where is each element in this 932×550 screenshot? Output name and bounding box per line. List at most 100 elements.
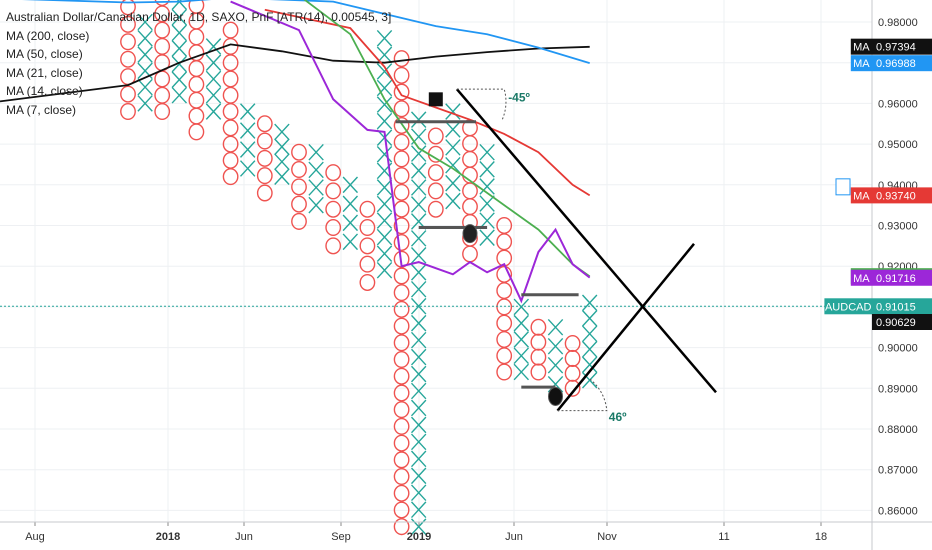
o-box bbox=[393, 50, 410, 68]
x-box-stroke bbox=[137, 62, 153, 80]
o-box bbox=[462, 245, 478, 263]
x-box-stroke bbox=[376, 96, 393, 113]
x-box-stroke bbox=[376, 145, 393, 163]
drawings[interactable]: -45º 46º bbox=[0, 88, 872, 424]
o-box bbox=[325, 182, 342, 200]
o-box bbox=[325, 164, 342, 182]
chart-legend[interactable]: Australian Dollar/Canadian Dollar, 1D, S… bbox=[6, 8, 391, 119]
x-box-stroke bbox=[479, 229, 495, 247]
x-column bbox=[274, 123, 290, 185]
x-box-stroke bbox=[171, 8, 188, 26]
x-box-stroke bbox=[308, 161, 324, 179]
x-column bbox=[410, 111, 427, 535]
price-badge bbox=[872, 55, 932, 72]
o-box bbox=[120, 33, 136, 51]
grid bbox=[0, 0, 872, 522]
angle-label-bottom: 46º bbox=[609, 410, 627, 424]
ma21-line bbox=[264, 8, 591, 197]
x-box-stroke bbox=[445, 139, 461, 156]
x-box-stroke bbox=[513, 314, 530, 332]
x-box-stroke bbox=[410, 230, 427, 247]
legend-ma200[interactable]: MA (200, close) bbox=[6, 28, 90, 43]
o-column bbox=[291, 143, 307, 230]
x-box-stroke bbox=[410, 179, 427, 196]
o-box bbox=[564, 335, 581, 353]
angle-arc-bottom bbox=[557, 378, 608, 412]
x-box-stroke bbox=[274, 123, 290, 141]
x-tick-label: 2018 bbox=[156, 531, 180, 543]
y-tick-label: 0.98000 bbox=[878, 17, 918, 29]
x-box-stroke bbox=[513, 347, 530, 365]
legend-ma50[interactable]: MA (50, close) bbox=[6, 47, 83, 61]
x-box-stroke bbox=[410, 365, 427, 383]
o-box bbox=[256, 132, 273, 150]
x-box-stroke bbox=[274, 168, 290, 185]
o-box bbox=[188, 123, 205, 141]
x-column bbox=[581, 294, 598, 389]
x-box-stroke bbox=[308, 179, 324, 196]
o-box bbox=[359, 200, 376, 218]
price-badge-name bbox=[850, 187, 872, 204]
o-box bbox=[530, 333, 547, 351]
legend-ma14[interactable]: MA (14, close) bbox=[6, 84, 83, 98]
x-box-stroke bbox=[410, 348, 427, 366]
price-badge-name bbox=[850, 269, 872, 286]
x-box-stroke bbox=[410, 450, 427, 468]
price-badge-name-text: MA bbox=[853, 42, 870, 54]
legend-ma7[interactable]: MA (7, close) bbox=[6, 102, 77, 117]
o-box bbox=[256, 184, 273, 202]
o-box bbox=[393, 384, 410, 402]
x-tick-label: Jun bbox=[235, 531, 253, 543]
o-box bbox=[120, 103, 136, 121]
o-column bbox=[188, 0, 205, 141]
x-tick-label: Jun bbox=[505, 531, 523, 543]
legend-ma21[interactable]: MA (21, close) bbox=[6, 65, 83, 80]
o-box bbox=[496, 233, 513, 251]
o-box bbox=[393, 217, 410, 235]
angle-label-top: -45º bbox=[508, 90, 530, 104]
symbol-title[interactable]: Australian Dollar/Canadian Dollar, 1D, S… bbox=[6, 10, 392, 24]
x-box-stroke bbox=[479, 143, 495, 161]
o-box bbox=[393, 116, 410, 135]
x-column bbox=[171, 0, 188, 104]
x-box-stroke bbox=[513, 331, 530, 348]
o-box bbox=[393, 200, 410, 218]
x-box-stroke bbox=[445, 103, 461, 120]
x-box-stroke bbox=[171, 24, 188, 42]
alert-icon bbox=[835, 178, 851, 196]
o-box bbox=[359, 219, 376, 237]
o-box bbox=[325, 237, 342, 255]
o-box bbox=[154, 103, 171, 121]
o-column bbox=[496, 216, 513, 381]
x-box-stroke bbox=[239, 141, 256, 158]
o-column bbox=[120, 0, 136, 121]
price-badge-text: 0.91716 bbox=[876, 273, 916, 285]
y-tick-label: 0.96000 bbox=[878, 98, 918, 110]
x-box-stroke bbox=[376, 179, 393, 196]
o-box bbox=[530, 363, 547, 381]
o-box bbox=[291, 178, 307, 196]
o-box bbox=[393, 300, 410, 318]
x-box-stroke bbox=[137, 78, 153, 96]
x-box-stroke bbox=[274, 153, 290, 171]
marker-dot bbox=[548, 386, 563, 406]
o-box bbox=[291, 143, 307, 161]
x-box-stroke bbox=[376, 79, 393, 97]
ma50-line bbox=[21, 0, 590, 64]
o-box bbox=[496, 314, 513, 332]
price-badge-text: 0.90629 bbox=[876, 317, 916, 329]
x-box-stroke bbox=[445, 156, 461, 174]
x-box-stroke bbox=[376, 228, 393, 246]
price-badge bbox=[872, 298, 932, 315]
price-badge-name bbox=[824, 298, 872, 315]
x-tick-label: Nov bbox=[597, 531, 617, 543]
o-box bbox=[462, 182, 478, 200]
x-box-stroke bbox=[342, 176, 359, 194]
o-box bbox=[393, 83, 410, 101]
moving-averages bbox=[0, 0, 591, 304]
x-box-stroke bbox=[410, 382, 427, 400]
x-box-stroke bbox=[376, 212, 393, 229]
o-box bbox=[325, 200, 342, 218]
angle-arc-top bbox=[456, 88, 507, 120]
